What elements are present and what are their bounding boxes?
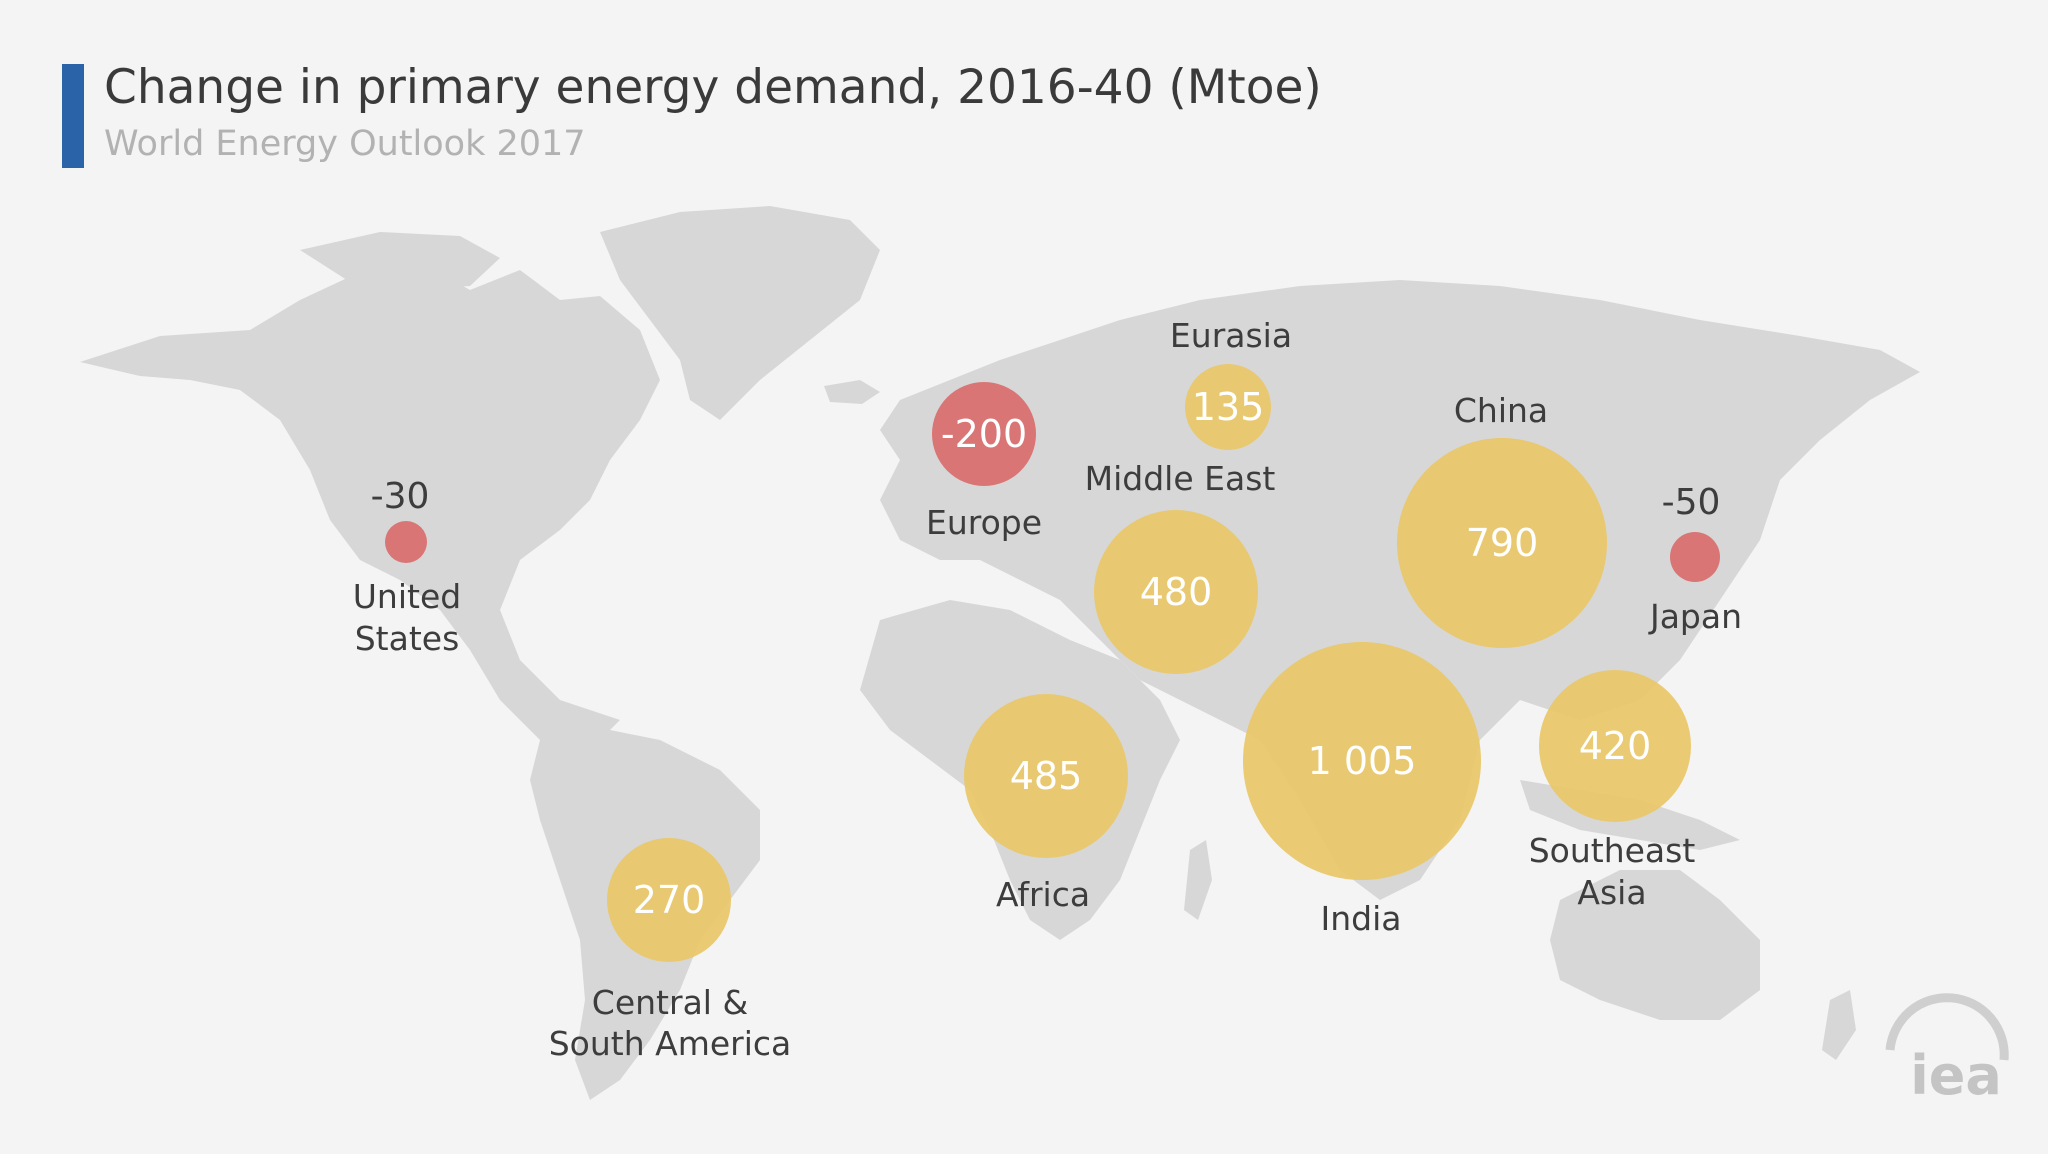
middle-east-bubble: [1094, 510, 1258, 674]
india-bubble: [1243, 642, 1481, 880]
africa-value: 485: [1010, 754, 1083, 798]
europe-bubble: [932, 382, 1036, 486]
iea-logo-text: iea: [1910, 1044, 2002, 1107]
iceland-land: [824, 380, 880, 404]
middle-east-value: 480: [1140, 570, 1213, 614]
central-south-america-label: Central &: [592, 983, 748, 1022]
demand-bubbles: -30 -200 135 480 790 -50 1 005 420 485 270: [371, 364, 1721, 962]
united-states-label: States: [355, 619, 460, 658]
europe-value: -200: [941, 412, 1027, 456]
southeast-asia-label: Asia: [1577, 873, 1646, 912]
central-south-america-value: 270: [633, 878, 706, 922]
madagascar-land: [1184, 840, 1212, 920]
arctic-islands-land: [300, 232, 500, 290]
australia-land: [1550, 870, 1760, 1020]
eurasia-value: 135: [1192, 385, 1265, 429]
japan-label: Japan: [1648, 597, 1742, 636]
africa-bubble: [964, 694, 1128, 858]
iea-logo-ring: [1885, 993, 2009, 1061]
central-south-america-bubble: [607, 838, 731, 962]
southeast-asia-bubble: [1539, 670, 1691, 822]
chart-subtitle: World Energy Outlook 2017: [104, 124, 586, 164]
europe-label: Europe: [926, 503, 1042, 542]
title-accent-bar: [62, 64, 84, 168]
eurasia-bubble: [1185, 364, 1271, 450]
japan-value: -50: [1662, 482, 1721, 523]
china-label: China: [1454, 391, 1548, 430]
japan-bubble: [1670, 532, 1720, 582]
land-masses: [80, 206, 1920, 1100]
new-zealand-land: [1822, 990, 1856, 1060]
eurasia-label: Eurasia: [1170, 316, 1292, 355]
eurasia-land: [880, 280, 1920, 900]
india-label: India: [1321, 899, 1402, 938]
southeast-asia-label: Southeast: [1529, 831, 1696, 870]
middle-east-label: Middle East: [1085, 459, 1276, 498]
central-south-america-label: South America: [549, 1024, 792, 1063]
chart-title: Change in primary energy demand, 2016-40…: [104, 60, 1322, 115]
india-value: 1 005: [1308, 739, 1417, 783]
united-states-value: -30: [371, 476, 430, 517]
china-bubble: [1397, 438, 1607, 648]
china-value: 790: [1466, 521, 1539, 565]
africa-label: Africa: [996, 875, 1090, 914]
united-states-label: United: [353, 577, 461, 616]
united-states-bubble: [385, 521, 427, 563]
north-america-land: [80, 262, 660, 740]
southeast-asia-value: 420: [1579, 724, 1652, 768]
greenland-land: [600, 206, 880, 420]
iea-logo: iea: [1885, 993, 2009, 1107]
